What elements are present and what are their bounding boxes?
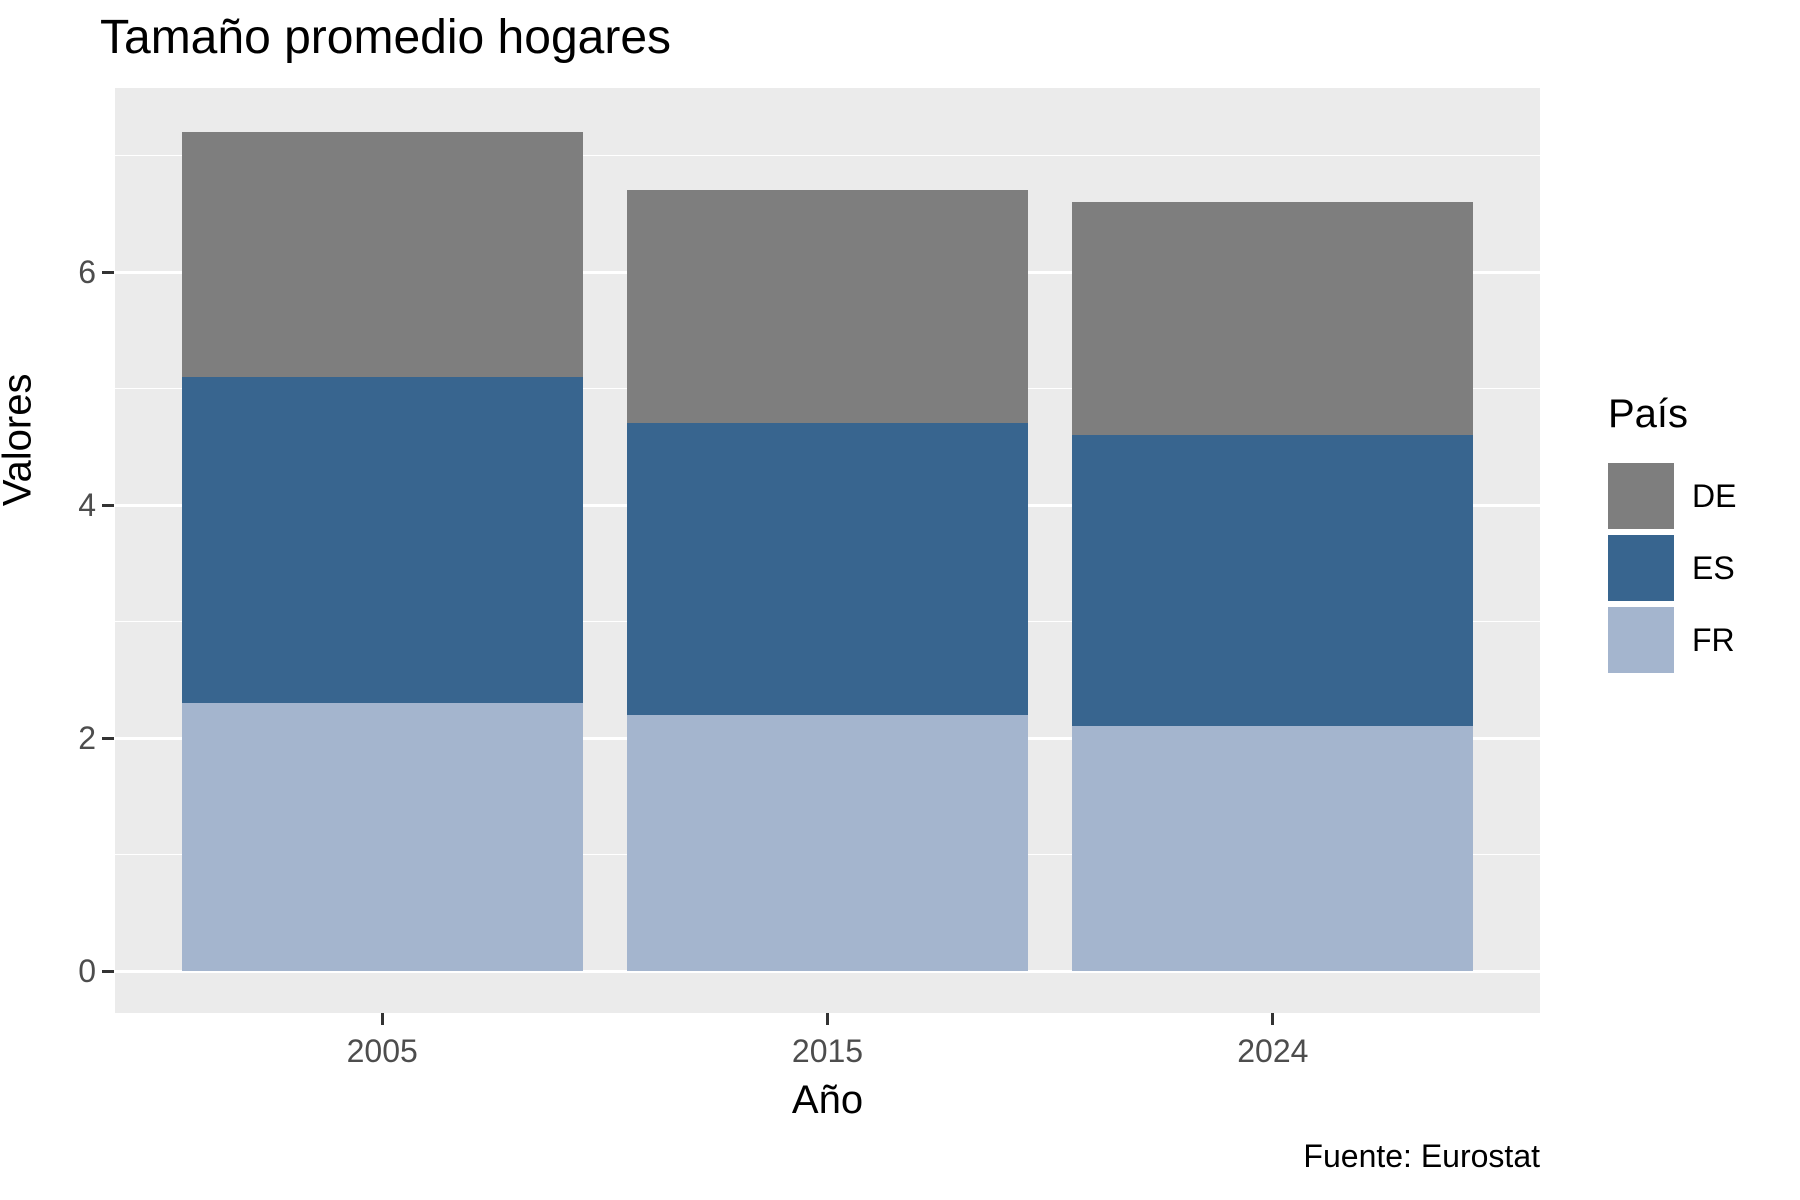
legend-entry-label: FR <box>1692 621 1735 658</box>
bar-2024-segment-DE <box>1072 202 1474 436</box>
legend-key-swatch <box>1608 607 1674 673</box>
y-tick-label: 4 <box>78 487 96 523</box>
legend-entry-DE: DE <box>1608 463 1736 529</box>
legend: País DE ES FR <box>1608 392 1736 679</box>
y-tick-mark <box>102 503 114 507</box>
x-tick-label: 2024 <box>1237 1033 1309 1069</box>
major-gridline <box>115 969 1540 973</box>
x-tick-mark <box>1271 1013 1275 1025</box>
legend-key-swatch <box>1608 535 1674 601</box>
y-tick-label: 0 <box>78 953 96 989</box>
source-caption: Fuente: Eurostat <box>1303 1138 1540 1174</box>
bar-2005-segment-ES <box>181 376 583 704</box>
y-tick-label: 2 <box>78 720 96 756</box>
y-tick-mark <box>102 270 114 274</box>
y-tick-mark <box>102 969 114 973</box>
chart-title: Tamaño promedio hogares <box>100 11 672 64</box>
y-tick-label: 6 <box>78 254 96 290</box>
bar-2005-segment-FR <box>181 703 583 971</box>
legend-entries: DE ES FR <box>1608 463 1736 673</box>
legend-entry-FR: FR <box>1608 607 1736 673</box>
y-axis-title: Valores <box>0 373 40 507</box>
x-tick-mark <box>826 1013 829 1025</box>
legend-entry-label: ES <box>1692 549 1735 586</box>
x-tick-mark <box>380 1013 384 1025</box>
x-tick-label: 2015 <box>791 1033 864 1069</box>
legend-key-swatch <box>1608 463 1674 529</box>
bar-2024-segment-ES <box>1072 435 1474 727</box>
bar-2005-segment-DE <box>181 132 583 377</box>
plot-panel <box>115 88 1540 1013</box>
x-tick-label: 2005 <box>346 1033 418 1069</box>
bar-2024-segment-FR <box>1072 726 1474 971</box>
legend-title: País <box>1608 392 1689 436</box>
legend-entry-ES: ES <box>1608 535 1736 601</box>
bar-2015-segment-FR <box>627 714 1028 971</box>
bar-2015-segment-ES <box>627 423 1028 715</box>
minor-gridline <box>115 154 1540 157</box>
x-axis-title: Año <box>791 1078 864 1122</box>
bar-2015-segment-DE <box>627 190 1028 424</box>
y-tick-mark <box>102 736 114 740</box>
legend-entry-label: DE <box>1692 477 1737 514</box>
